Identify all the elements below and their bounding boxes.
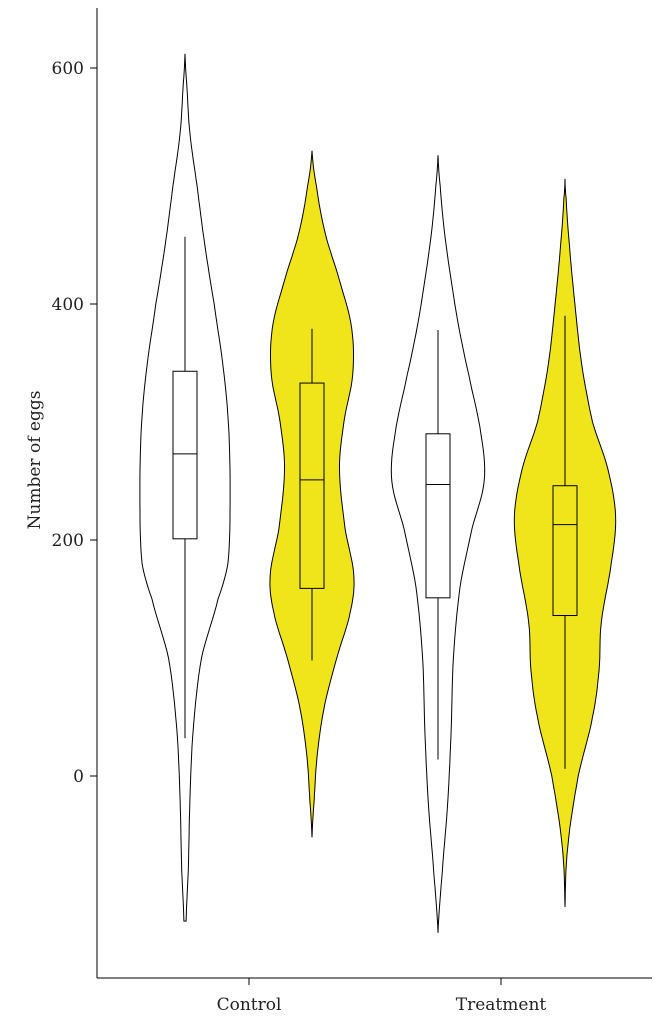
x-axis-ticks: Control Treatment	[217, 978, 547, 1015]
y-axis-ticks: 0 200 400 600	[52, 59, 97, 787]
y-tick-label: 600	[52, 59, 84, 79]
violin-layer	[139, 53, 617, 933]
violin-treatment-yellow	[513, 178, 617, 908]
iqr-box	[172, 370, 198, 540]
violin-control-yellow	[269, 150, 355, 838]
violin-treatment-white	[390, 155, 486, 933]
iqr-box	[425, 433, 451, 599]
iqr-box	[552, 485, 578, 617]
boxplot-layer	[172, 236, 578, 769]
y-axis-title: Number of eggs	[25, 391, 45, 530]
y-tick-label: 200	[52, 531, 84, 551]
x-tick-label: Control	[217, 995, 282, 1015]
x-tick-label: Treatment	[456, 995, 547, 1015]
y-tick-label: 0	[73, 767, 84, 787]
violin-control-white	[139, 53, 231, 922]
iqr-box	[299, 382, 325, 589]
y-tick-label: 400	[52, 295, 84, 315]
